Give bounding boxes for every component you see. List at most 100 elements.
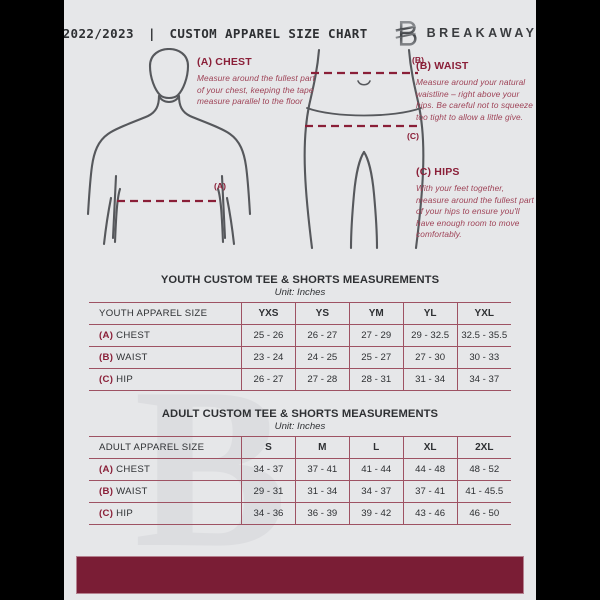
- youth-cell-1-4: 30 - 33: [456, 346, 511, 369]
- left-shoulder-arm-outline: [86, 94, 161, 216]
- adult-table-unit: Unit: Inches: [274, 421, 326, 432]
- adult-cell-0-2: 41 - 44: [348, 458, 404, 481]
- youth-table-title: YOUTH CUSTOM TEE & SHORTS MEASUREMENTS: [160, 274, 440, 286]
- adult-cell-0-0: 34 - 37: [241, 458, 296, 481]
- adult-cell-0-4: 48 - 52: [456, 458, 511, 481]
- callout-chest-text: Measure around the fullest part of your …: [197, 73, 315, 107]
- youth-col-header-2: YS: [294, 302, 350, 325]
- adult-row-tag-2: (C): [99, 508, 114, 519]
- navel-mark: [357, 80, 371, 86]
- size-chart-page: B 2022/2023 | CUSTOM APPAREL SIZE CHART: [64, 0, 536, 600]
- youth-row-tag-2: (C): [99, 374, 114, 385]
- adult-row-tag-1: (B): [99, 486, 114, 497]
- header-separator: |: [147, 25, 156, 41]
- left-torso-side: [111, 174, 118, 240]
- youth-row-tag-0: (A): [99, 330, 114, 341]
- body-figures-svg: [86, 48, 425, 250]
- youth-table-header-row: YOUTH APPAREL SIZE YXS YS YM YL YXL: [89, 302, 511, 325]
- callout-chest: (A) CHEST Measure around the fullest par…: [197, 56, 317, 108]
- adult-cell-1-3: 37 - 41: [402, 480, 458, 503]
- left-inner-leg: [349, 150, 366, 250]
- youth-col-header-3: YM: [348, 302, 404, 325]
- header-season: 2022/2023: [64, 25, 134, 41]
- youth-cell-2-0: 26 - 27: [241, 368, 296, 391]
- page-title: CUSTOM APPAREL SIZE CHART: [169, 25, 368, 41]
- callout-chest-heading: (A) CHEST: [197, 56, 252, 68]
- youth-cell-1-2: 25 - 27: [348, 346, 404, 369]
- adult-row-label-1: (B) WAIST: [89, 480, 242, 503]
- lower-left-side-outline: [303, 48, 321, 250]
- right-inner-leg: [362, 150, 379, 250]
- adult-measurements-section: ADULT CUSTOM TEE & SHORTS MEASUREMENTS U…: [64, 408, 536, 525]
- callout-hips-heading: (C) HIPS: [416, 166, 460, 178]
- youth-cell-2-3: 31 - 34: [402, 368, 458, 391]
- youth-row-label-2: (C) HIP: [89, 368, 242, 391]
- adult-cell-0-3: 44 - 48: [402, 458, 458, 481]
- youth-cell-1-3: 27 - 30: [402, 346, 458, 369]
- callout-waist: (B) WAIST Measure around your natural wa…: [416, 60, 536, 123]
- adult-cell-2-3: 43 - 46: [402, 502, 458, 525]
- adult-col-header-2: M: [294, 436, 350, 459]
- youth-cell-0-4: 32.5 - 35.5: [456, 324, 511, 347]
- youth-col-header-1: YXS: [241, 302, 296, 325]
- hip-curve-line: [306, 107, 422, 117]
- table-row: (A) CHEST 34 - 37 37 - 41 41 - 44 44 - 48 48 …: [89, 458, 511, 481]
- adult-row-tag-0: (A): [99, 464, 114, 475]
- hips-marker-label: (C): [407, 131, 419, 141]
- youth-table-unit: Unit: Inches: [274, 287, 326, 298]
- adult-cell-1-1: 31 - 34: [294, 480, 350, 503]
- youth-cell-2-1: 27 - 28: [294, 368, 350, 391]
- head-outline: [148, 48, 190, 100]
- youth-size-table: YOUTH APPAREL SIZE YXS YS YM YL YXL (A) CHEST…: [89, 302, 511, 391]
- callout-waist-text: Measure around your natural waistline – …: [416, 77, 534, 122]
- youth-cell-0-3: 29 - 32.5: [402, 324, 458, 347]
- brand-lockup: BREAKAWAY: [394, 19, 536, 47]
- adult-cell-2-4: 46 - 50: [456, 502, 511, 525]
- youth-measurements-section: YOUTH CUSTOM TEE & SHORTS MEASUREMENTS U…: [64, 274, 536, 391]
- callout-hips: (C) HIPS With your feet together, measur…: [416, 166, 534, 241]
- youth-col-header-4: YL: [402, 302, 458, 325]
- adult-table-title: ADULT CUSTOM TEE & SHORTS MEASUREMENTS: [161, 408, 439, 420]
- right-inner-arm: [225, 196, 236, 246]
- adult-col-header-1: S: [241, 436, 296, 459]
- adult-row-label-2: (C) HIP: [89, 502, 242, 525]
- right-torso-side: [220, 174, 227, 240]
- left-inner-arm: [102, 196, 113, 246]
- neck-base-line: [157, 94, 181, 104]
- adult-col-header-5: 2XL: [456, 436, 511, 459]
- left-armpit-line: [113, 187, 122, 244]
- youth-cell-2-4: 34 - 37: [456, 368, 511, 391]
- youth-cell-1-1: 24 - 25: [294, 346, 350, 369]
- lower-right-side-outline: [407, 48, 425, 250]
- chest-marker-label: (A): [214, 181, 226, 191]
- adult-table-header-row: ADULT APPAREL SIZE S M L XL 2XL: [89, 436, 511, 459]
- table-row: (B) WAIST 29 - 31 31 - 34 34 - 37 37 - 41 41 …: [89, 480, 511, 503]
- table-row: (B) WAIST 23 - 24 24 - 25 25 - 27 27 - 30 30 …: [89, 346, 511, 369]
- table-row: (C) HIP 26 - 27 27 - 28 28 - 31 31 - 34 34 - …: [89, 368, 511, 391]
- adult-cell-1-0: 29 - 31: [241, 480, 296, 503]
- adult-col-header-4: XL: [402, 436, 458, 459]
- youth-row-tag-1: (B): [99, 352, 114, 363]
- youth-col-header-5: YXL: [456, 302, 511, 325]
- breakaway-b-logo-icon: [395, 20, 417, 46]
- youth-cell-1-0: 23 - 24: [241, 346, 296, 369]
- youth-col-header-0: YOUTH APPAREL SIZE: [89, 302, 242, 325]
- page-header: 2022/2023 | CUSTOM APPAREL SIZE CHART: [64, 18, 536, 48]
- adult-col-header-3: L: [348, 436, 404, 459]
- callout-hips-text: With your feet together, measure around …: [416, 183, 534, 240]
- youth-row-label-0: (A) CHEST: [89, 324, 242, 347]
- adult-cell-1-2: 34 - 37: [348, 480, 404, 503]
- youth-cell-0-1: 26 - 27: [294, 324, 350, 347]
- adult-cell-2-2: 39 - 42: [348, 502, 404, 525]
- table-row: (A) CHEST 25 - 26 26 - 27 27 - 29 29 - 32.5 3…: [89, 324, 511, 347]
- adult-row-label-0: (A) CHEST: [89, 458, 242, 481]
- waist-marker-label: (B): [412, 55, 424, 65]
- right-shoulder-arm-outline: [177, 94, 252, 216]
- youth-row-label-1: (B) WAIST: [89, 346, 242, 369]
- adult-size-table: ADULT APPAREL SIZE S M L XL 2XL (A) CHEST 34 -…: [89, 436, 511, 525]
- table-row: (C) HIP 34 - 36 36 - 39 39 - 42 43 - 46 46 - …: [89, 502, 511, 525]
- adult-cell-0-1: 37 - 41: [294, 458, 350, 481]
- measurement-diagram: (A) (B) (C) (A) CHEST Measure around the…: [64, 48, 536, 270]
- right-armpit-line: [216, 187, 225, 244]
- youth-cell-0-2: 27 - 29: [348, 324, 404, 347]
